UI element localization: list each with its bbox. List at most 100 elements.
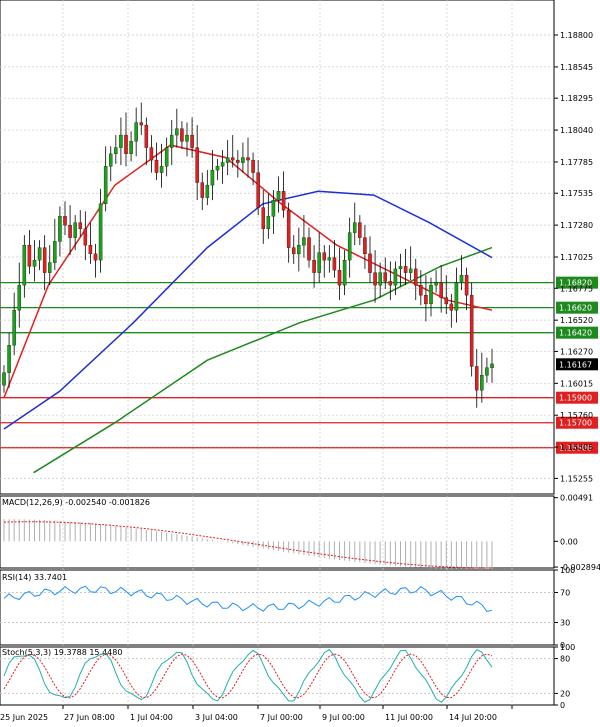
candle-body (58, 216, 62, 242)
ema-fast-line (3, 144, 493, 398)
stoch-y-tick-label: 100 (560, 643, 575, 652)
candle-body (230, 157, 235, 161)
candle-body (256, 172, 260, 208)
candle-body (83, 228, 88, 246)
candle-body (139, 122, 143, 126)
y-tick-label: 1.18545 (560, 63, 593, 72)
level-label: 1.15900 (559, 394, 592, 403)
candle-body (363, 237, 367, 255)
support-resistance-levels: 1.16820 1.16620 1.16420 1.15900 1.15700 1.155… (0, 276, 598, 454)
candle-body (119, 134, 123, 148)
rsi-y-tick-label: 100 (560, 566, 575, 575)
y-tick-label: 1.16520 (560, 316, 593, 325)
candle-body (327, 257, 332, 261)
candle-body (12, 310, 16, 346)
candle-body (480, 375, 484, 391)
candle-body (246, 157, 250, 161)
candle-body (144, 124, 149, 148)
x-tick-label: 9 Jul 00:00 (322, 713, 365, 722)
y-tick-label: 1.15255 (560, 474, 593, 483)
candle-body (241, 157, 245, 163)
candles (2, 102, 494, 408)
candle-body (317, 252, 321, 273)
last-price-tag (556, 358, 598, 371)
candle-body (63, 216, 67, 226)
candle-body (322, 252, 326, 261)
candle-body (291, 247, 296, 255)
candle-body (358, 222, 362, 238)
candle-body (215, 166, 220, 171)
rsi-line (3, 585, 493, 612)
candle-body (42, 247, 47, 273)
y-tick-label: 1.17025 (560, 253, 593, 262)
candle-body (32, 259, 37, 267)
stoch-signal-line (3, 653, 493, 699)
panel-border-macd (0, 495, 555, 569)
macd-y-tick-label: -0.002894 (560, 563, 600, 572)
panel-border-main (0, 0, 555, 495)
level-label: 1.16820 (559, 279, 592, 288)
rsi-label: RSI(14) 33.7401 (2, 573, 67, 582)
candle-body (103, 166, 108, 205)
candle-body (444, 297, 448, 305)
candle-body (464, 274, 469, 296)
candle-body (149, 147, 154, 161)
candle-body (210, 169, 215, 186)
candle-body (352, 222, 357, 233)
candle-body (53, 241, 57, 263)
macd-panel: MACD(12,26,9) -0.002540 -0.001826 0.0049… (2, 494, 600, 572)
candle-body (22, 244, 27, 286)
level-tag (556, 276, 598, 289)
candle-body (347, 232, 352, 261)
candle-body (403, 266, 408, 273)
candle-body (180, 128, 184, 142)
candle-body (88, 244, 93, 255)
x-tick-label: 14 Jul 20:00 (449, 713, 497, 722)
candle-body (373, 272, 377, 286)
y-tick-label: 1.15505 (560, 443, 593, 452)
candle-body (159, 166, 164, 173)
candle-body (185, 134, 189, 142)
y-tick-label: 1.18295 (560, 94, 593, 103)
level-tag (556, 326, 598, 339)
candle-body (200, 182, 204, 198)
candle-body (17, 284, 21, 311)
candle-body (114, 147, 118, 154)
stoch-panel: Stoch(5,3,3) 19.3788 15.4480 100 80 20 0 (0, 643, 575, 710)
rsi-y-tick-label: 30 (560, 619, 570, 628)
level-label: 1.15700 (559, 419, 592, 428)
moving-averages (3, 144, 493, 474)
panel-border-stoch (0, 646, 555, 706)
candle-body (307, 237, 311, 261)
stoch-label: Stoch(5,3,3) 19.3788 15.4480 (2, 648, 122, 657)
y-tick-label: 1.18800 (560, 31, 593, 40)
candle-body (332, 257, 337, 271)
candle-body (2, 372, 6, 386)
y-tick-label: 1.18040 (560, 126, 593, 135)
stoch-main-line (3, 649, 493, 703)
candle-body (73, 222, 77, 238)
candle-body (393, 268, 398, 286)
candle-body (164, 147, 169, 167)
panel-border-rsi (0, 569, 555, 646)
candle-body (490, 363, 494, 368)
time-axis: 25 Jun 2025 27 Jun 08:00 1 Jul 04:00 3 Jul … (0, 705, 513, 722)
ema-mid-line (3, 190, 493, 430)
candle-body (271, 199, 276, 217)
candle-body (266, 216, 271, 230)
level-label: 1.16620 (559, 304, 592, 313)
candle-body (429, 284, 433, 305)
y-tick-label: 1.16775 (560, 284, 593, 293)
stoch-y-tick-label: 80 (560, 655, 570, 664)
candle-body (134, 122, 138, 142)
y-tick-label: 1.17785 (560, 158, 593, 167)
candle-body (439, 282, 443, 298)
candle-body (469, 294, 474, 367)
ema-slow-line (33, 246, 493, 474)
level-tag (556, 391, 598, 404)
x-tick-label: 1 Jul 04:00 (130, 713, 173, 722)
candle-body (261, 207, 265, 230)
candle-body (413, 268, 418, 286)
level-tag (556, 441, 598, 454)
